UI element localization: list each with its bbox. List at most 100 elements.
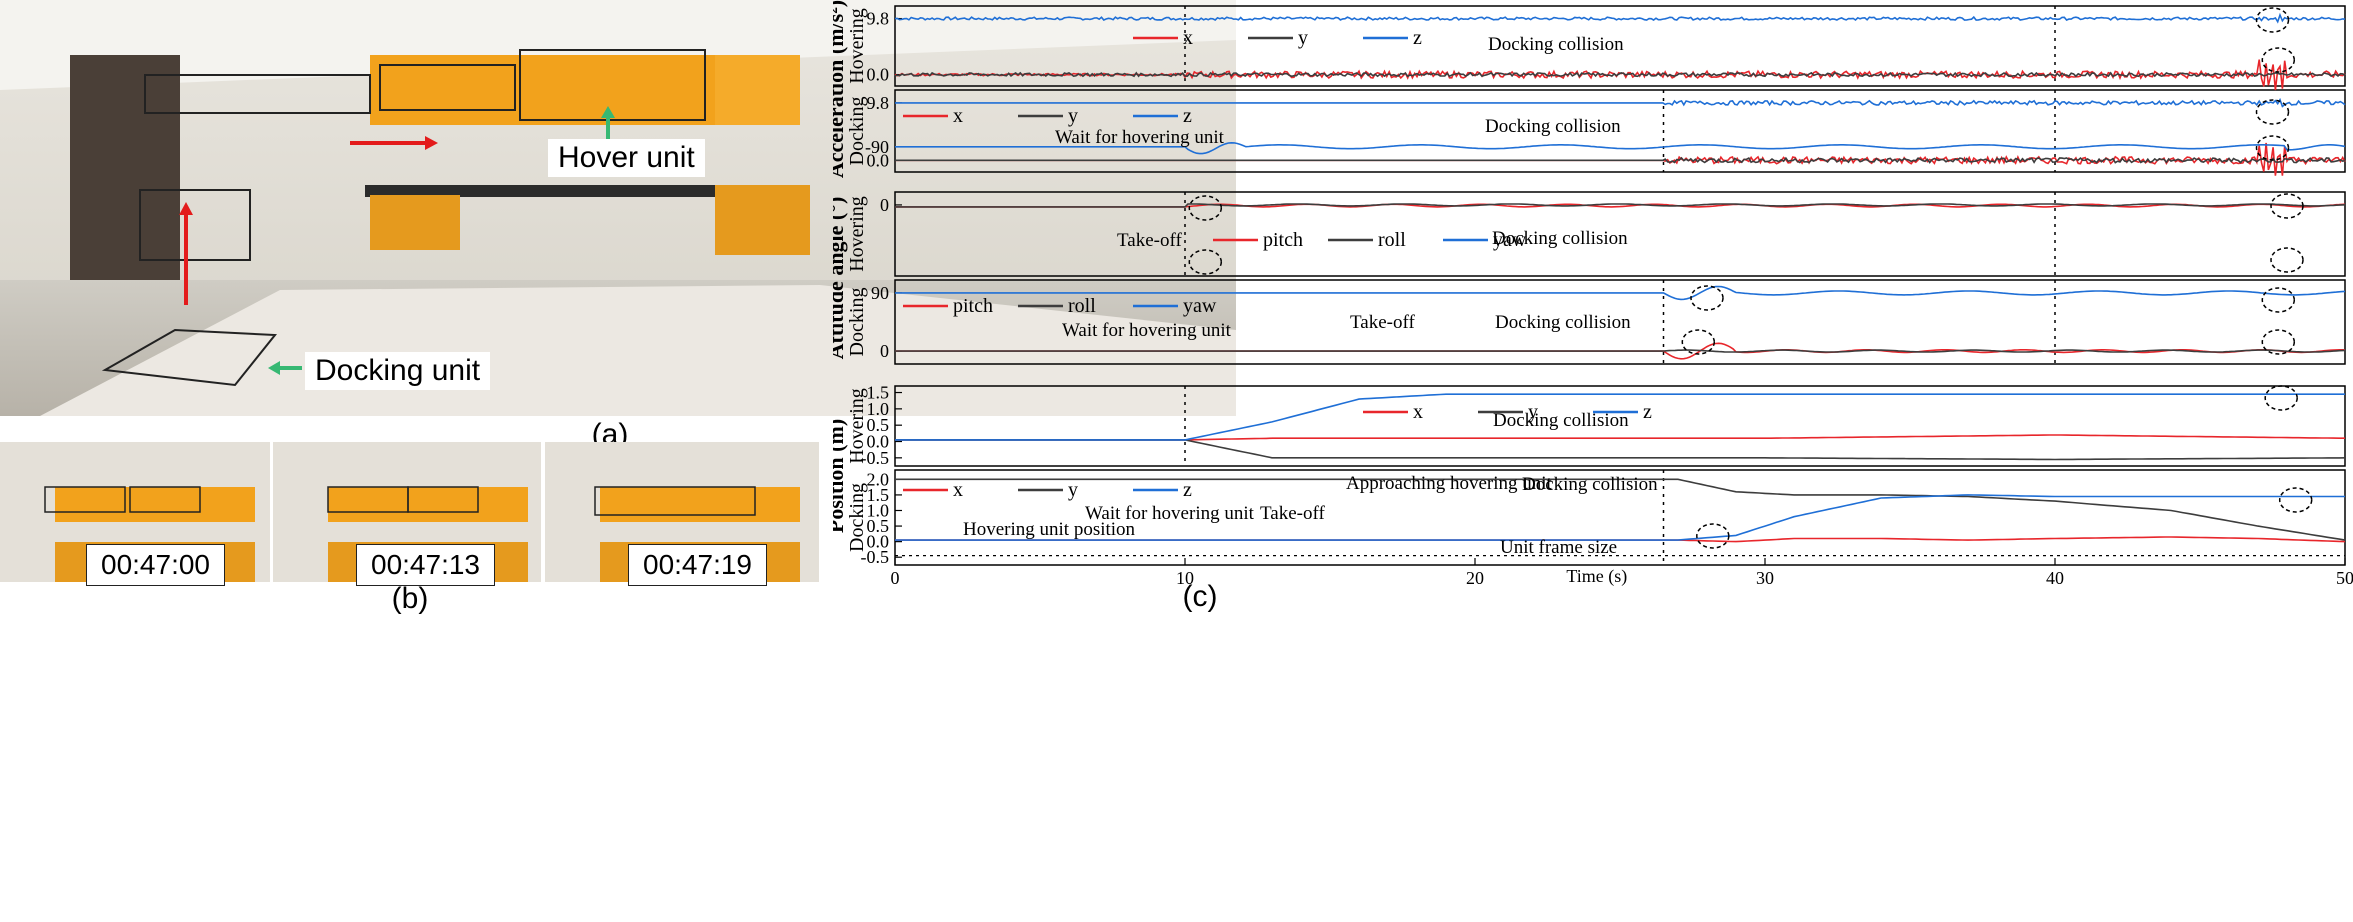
hover-unit-label: Hover unit	[548, 139, 705, 177]
takeoff-label-1: Take-off	[1117, 230, 1182, 251]
legend-label-acc-dock: z	[1183, 105, 1192, 127]
legend-label-att-hover: roll	[1378, 229, 1406, 251]
y-tick-label: 0	[880, 195, 889, 215]
y-tick-label: -0.5	[861, 547, 890, 567]
y-tick-label: 0.5	[867, 516, 890, 536]
y-tick-label: -0.5	[861, 448, 890, 468]
series-yaw-att-hover	[895, 141, 2346, 155]
event-ellipse	[2255, 7, 2290, 33]
legend-label-att-dock: yaw	[1183, 295, 1217, 317]
y-tick-label: 2.0	[867, 469, 890, 489]
event-ellipse	[1681, 329, 1716, 355]
legend-label-acc-dock: x	[953, 105, 963, 127]
legend-label-att-hover: pitch	[1263, 229, 1303, 251]
y-tick-label: 1.0	[867, 500, 890, 520]
event-ellipse	[2261, 287, 2296, 313]
hover-position-label: Hovering unit position	[963, 519, 1136, 540]
series-y-pos-dock	[895, 478, 2346, 541]
docking-collision-2: Docking collision	[1485, 116, 1621, 137]
event-ellipse	[1188, 195, 1223, 221]
sub-label-pos-dock: Docking	[846, 483, 868, 552]
y-tick-label: -90	[865, 137, 889, 157]
legend-label-att-dock: roll	[1068, 295, 1096, 317]
wait-label-1: Wait for hovering unit	[1055, 127, 1225, 148]
y-tick-label: 0.5	[867, 415, 890, 435]
legend-label-acc-hover: z	[1413, 27, 1422, 49]
x-tick-label: 50	[2336, 568, 2353, 588]
legend-label-pos-dock: x	[953, 479, 963, 501]
legend-label-acc-dock: y	[1068, 105, 1078, 127]
legend-label-pos-dock: z	[1183, 479, 1192, 501]
caption-c: (c)	[1182, 580, 1218, 613]
group-label-attitude: Attitude angle (°)	[833, 197, 848, 360]
y-tick-label: 0.0	[867, 65, 890, 85]
legend-label-pos-hover: z	[1643, 401, 1652, 423]
event-ellipse	[1188, 249, 1223, 275]
x-tick-label: 20	[1466, 568, 1484, 588]
caption-b: (b)	[391, 582, 429, 615]
series-yaw-att-dock	[895, 285, 2346, 301]
event-ellipse	[2255, 135, 2290, 161]
docking-collision-6: Docking collision	[1522, 474, 1658, 495]
y-tick-label: 1.0	[867, 399, 890, 419]
timestamp-3: 00:47:19	[628, 544, 767, 586]
wait-label-3: Wait for hovering unit	[1085, 503, 1255, 524]
event-ellipse	[2264, 385, 2298, 411]
legend-label-pos-dock: y	[1068, 479, 1078, 501]
sub-label-acc-dock: Docking	[846, 97, 868, 166]
plot-frame-acc-dock	[894, 89, 2346, 173]
x-tick-label: 40	[2046, 568, 2064, 588]
sub-label-att-dock: Docking	[846, 288, 868, 357]
takeoff-label-3: Take-off	[1260, 503, 1325, 524]
y-tick-label: 1.5	[867, 485, 890, 505]
series-y-pos-hover	[895, 439, 2346, 461]
x-tick-label: 0	[891, 568, 900, 588]
series-z-acc-dock	[895, 97, 2346, 108]
docking-collision-3: Docking collision	[1492, 228, 1628, 249]
x-tick-label: 10	[1176, 568, 1194, 588]
timestamp-2: 00:47:13	[356, 544, 495, 586]
event-ellipse	[2270, 193, 2304, 219]
y-tick-label: 9.8	[867, 93, 890, 113]
event-ellipse	[2261, 329, 2296, 355]
frame-size-label: Unit frame size	[1500, 537, 1617, 558]
plot-frame-att-dock	[894, 279, 2346, 365]
legend-label-att-hover: yaw	[1493, 229, 1527, 251]
series-roll-att-dock	[895, 349, 2346, 353]
y-tick-label: 1.5	[867, 383, 890, 403]
plot-frame-pos-dock	[894, 469, 2346, 566]
series-z-pos-dock	[895, 494, 2345, 541]
sub-label-pos-hover: Hovering	[846, 388, 868, 464]
y-tick-label: 0.0	[867, 432, 890, 452]
sub-label-acc-hover: Hovering	[846, 8, 868, 84]
y-tick-label: 0.0	[867, 532, 890, 552]
x-tick-label: 30	[1756, 568, 1774, 588]
x-axis-label: Time (s)	[1566, 566, 1627, 587]
y-tick-label: 0	[880, 341, 889, 361]
legend-label-pos-hover: y	[1528, 401, 1538, 423]
series-z-pos-hover	[895, 393, 2345, 441]
series-roll-att-hover	[895, 203, 2346, 208]
docking-unit-label: Docking unit	[305, 352, 491, 390]
plot-frame-pos-hover	[894, 385, 2346, 467]
series-y-acc-dock	[895, 156, 2346, 164]
lab-scene	[0, 0, 1236, 416]
series-z-acc-hover	[894, 12, 2346, 24]
approaching-label: Approaching hovering unit	[1346, 473, 1553, 494]
y-tick-label: 90	[871, 283, 889, 303]
legend-label-att-dock: pitch	[953, 295, 993, 317]
wait-label-2: Wait for hovering unit	[1062, 320, 1232, 341]
event-ellipse	[2278, 487, 2313, 513]
legend-label-acc-hover: y	[1298, 27, 1308, 49]
sub-label-att-hover: Hovering	[846, 196, 868, 272]
frame-scene	[545, 442, 819, 582]
timestamp-1: 00:47:00	[86, 544, 225, 586]
legend-label-pos-hover: x	[1413, 401, 1423, 423]
series-y-acc-hover	[894, 71, 2346, 78]
legend-label-acc-hover: x	[1183, 27, 1193, 49]
takeoff-label-2: Take-off	[1350, 312, 1415, 333]
y-tick-label: 0.0	[867, 150, 890, 170]
event-ellipse	[1690, 285, 1724, 311]
event-ellipse	[1696, 523, 1730, 549]
event-ellipse	[2255, 99, 2290, 125]
